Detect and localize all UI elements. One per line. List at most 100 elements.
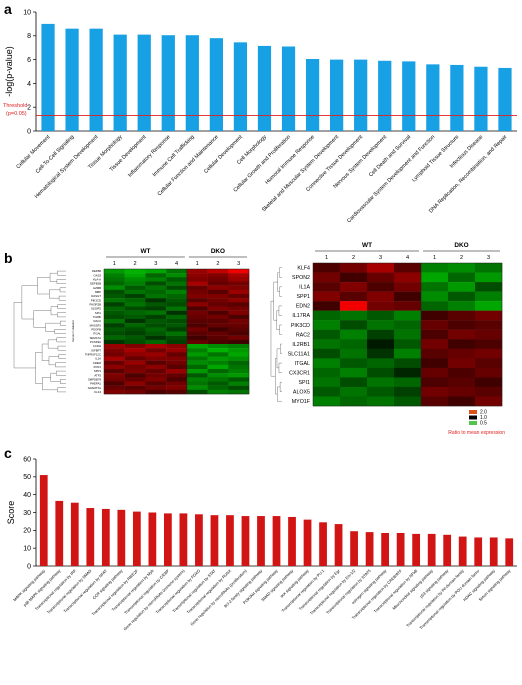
heatmap-cell xyxy=(394,310,422,321)
chart-c-bar xyxy=(101,508,110,566)
heatmap-gene-label: SPON2 xyxy=(292,275,310,281)
heatmap-gene-label: DEFB2B xyxy=(90,282,101,286)
heatmap-cell xyxy=(104,369,125,374)
heatmap-cell xyxy=(145,369,167,374)
heatmap-cell xyxy=(207,319,229,324)
heatmap-cell xyxy=(124,319,146,324)
chart-c-y-tick-label: 0 xyxy=(27,563,31,570)
heatmap-cell xyxy=(166,373,188,378)
heatmap-cell xyxy=(394,348,422,359)
heatmap-cell xyxy=(145,285,167,291)
legend-label: 0.5 xyxy=(480,421,487,427)
heatmap-cell xyxy=(228,356,250,361)
chart-a-x-tick-label: Lymphoid Tissue Structure xyxy=(411,134,460,183)
heatmap-gene-label: GZMB xyxy=(93,286,101,290)
heatmap-cell xyxy=(340,320,368,330)
heatmap-dendrogram-branch xyxy=(60,320,66,326)
heatmap-cell xyxy=(124,281,146,286)
heatmap-cell xyxy=(475,320,503,330)
heatmap-cell xyxy=(104,323,125,328)
heatmap-cell xyxy=(104,331,125,336)
heatmap-cell xyxy=(104,327,125,332)
heatmap-dendrogram-branch xyxy=(57,387,66,393)
heatmap-cell xyxy=(367,367,395,378)
heatmap-lane-label: 1 xyxy=(113,261,116,267)
heatmap-cell xyxy=(475,329,503,340)
heatmap-dendrogram-branch xyxy=(59,287,66,293)
heatmap-cell xyxy=(367,263,395,273)
heatmap-cell xyxy=(166,302,188,307)
heatmap-cell xyxy=(186,364,208,370)
heatmap-cell xyxy=(166,327,188,332)
heatmap-dendrogram-branch xyxy=(56,279,66,284)
legend-label: 1.0 xyxy=(480,415,487,421)
heatmap-cell xyxy=(448,386,476,397)
heatmap-cell xyxy=(340,348,368,359)
chart-a-y-tick-label: 4 xyxy=(27,81,31,88)
heatmap-gene-label: MYO1F xyxy=(292,399,311,405)
chart-a-bar xyxy=(330,59,344,131)
heatmap-dendrogram-branch xyxy=(58,354,66,359)
heatmap-cell xyxy=(228,364,250,370)
heatmap-cell xyxy=(394,377,422,388)
heatmap-gene-label: OAS3 xyxy=(94,273,102,277)
heatmap-cell xyxy=(207,331,229,336)
heatmap-cell xyxy=(186,331,208,336)
chart-c-bar xyxy=(226,515,234,566)
chart-c-y-tick-label: 30 xyxy=(23,510,31,517)
heatmap-dendrogram-branch xyxy=(273,281,278,321)
heatmap-cell xyxy=(104,298,125,303)
heatmap-cell xyxy=(207,369,229,374)
chart-c-bar xyxy=(210,515,219,566)
heatmap-cell xyxy=(228,381,250,386)
heatmap-cell xyxy=(145,281,167,286)
heatmap-cell xyxy=(475,272,503,283)
heatmap-dendrogram-branch xyxy=(33,310,51,328)
panel-label-a: a xyxy=(4,1,12,17)
chart-a-bar xyxy=(65,28,79,131)
heatmap-cell xyxy=(394,367,422,378)
heatmap-cell xyxy=(145,289,167,295)
heatmap-cell xyxy=(421,320,449,330)
heatmap-cell xyxy=(340,367,368,378)
chart-c-y-tick-label: 20 xyxy=(23,528,31,535)
heatmap-cell xyxy=(448,367,476,378)
heatmap-gene-label: SPI1 xyxy=(95,311,102,315)
heatmap-cell xyxy=(166,335,188,341)
heatmap-cell xyxy=(186,306,208,311)
heatmap-cell xyxy=(207,289,229,295)
heatmap-cell xyxy=(124,373,146,378)
chart-c-bar xyxy=(257,516,265,566)
heatmap-cell xyxy=(207,373,229,378)
heatmap-gene-label: IL17RA xyxy=(292,313,310,319)
heatmap-cell xyxy=(166,369,188,374)
heatmap-cell xyxy=(340,263,368,273)
heatmap-dendrogram-branch xyxy=(47,339,58,349)
heatmap-lane-label: 4 xyxy=(406,255,409,261)
heatmap-dendrogram-branch xyxy=(278,362,282,373)
heatmap-cell xyxy=(104,364,125,370)
heatmap-cell xyxy=(367,282,395,292)
heatmap-cell xyxy=(104,302,125,307)
heatmap-cell xyxy=(124,369,146,374)
heatmap-cell xyxy=(207,281,229,286)
chart-c-y-axis-title: Score xyxy=(6,501,16,525)
heatmap-dendrogram-branch xyxy=(279,267,282,278)
chart-c-bar xyxy=(132,511,141,566)
heatmap-cell xyxy=(340,301,368,311)
heatmap-cell xyxy=(166,319,188,324)
heatmap-cell xyxy=(145,373,167,378)
heatmap-cell xyxy=(186,323,208,328)
heatmap-cell xyxy=(145,381,167,386)
heatmap-cell xyxy=(421,339,449,349)
heatmap-cell xyxy=(166,285,188,291)
heatmap-gene-label: CCDH xyxy=(93,344,101,348)
heatmap-dendrogram-branch xyxy=(277,386,282,402)
chart-a-bar xyxy=(402,61,416,132)
chart-c-bar xyxy=(319,522,327,566)
heatmap-gene-label: IL1A xyxy=(95,357,101,361)
heatmap-cell xyxy=(228,269,250,274)
heatmap-cell xyxy=(367,272,395,283)
heatmap-cell xyxy=(448,396,476,407)
heatmap-gene-label: SEMA7A xyxy=(90,336,101,340)
